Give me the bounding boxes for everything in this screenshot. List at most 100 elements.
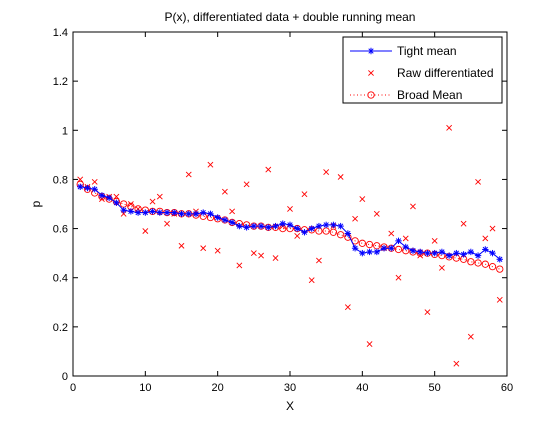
point-tight-mean xyxy=(438,248,446,256)
point-raw-differentiated xyxy=(77,176,84,183)
point-raw-differentiated xyxy=(337,174,344,180)
point-tight-mean xyxy=(91,186,98,193)
point-broad-mean xyxy=(358,239,366,247)
y-axis-label: p xyxy=(29,200,43,207)
series-tight-mean xyxy=(77,183,503,263)
chart-title: P(x), differentiated data + double runni… xyxy=(165,10,416,24)
point-tight-mean xyxy=(214,214,221,221)
point-tight-mean xyxy=(178,210,185,218)
point-broad-mean xyxy=(488,263,497,271)
point-raw-differentiated xyxy=(156,193,163,200)
x-tick-label: 50 xyxy=(429,382,441,394)
point-raw-differentiated xyxy=(359,196,366,203)
point-raw-differentiated xyxy=(352,215,359,222)
point-tight-mean xyxy=(474,252,482,259)
x-tick-label: 20 xyxy=(212,382,224,394)
point-raw-differentiated xyxy=(438,264,445,271)
point-broad-mean xyxy=(329,228,338,236)
point-tight-mean xyxy=(207,210,214,218)
point-tight-mean xyxy=(359,249,366,257)
point-broad-mean xyxy=(467,258,475,266)
point-tight-mean xyxy=(250,222,258,230)
point-raw-differentiated xyxy=(265,166,272,173)
point-broad-mean xyxy=(336,231,345,239)
point-raw-differentiated xyxy=(395,274,402,281)
point-tight-mean xyxy=(453,249,460,257)
point-tight-mean xyxy=(113,199,120,206)
point-tight-mean xyxy=(409,247,417,254)
x-tick-label: 30 xyxy=(284,382,296,394)
point-raw-differentiated xyxy=(344,304,351,311)
point-tight-mean xyxy=(395,237,402,245)
point-raw-differentiated xyxy=(323,169,330,175)
point-tight-mean xyxy=(337,222,344,230)
point-tight-mean xyxy=(228,219,236,226)
point-tight-mean xyxy=(489,249,496,257)
x-tick-label: 40 xyxy=(356,382,368,394)
point-tight-mean xyxy=(221,216,229,224)
legend-label-tight-mean: Tight mean xyxy=(397,44,457,58)
point-raw-differentiated xyxy=(221,188,228,195)
point-tight-mean xyxy=(243,224,250,231)
y-tick-label: 0.4 xyxy=(53,273,68,285)
point-tight-mean xyxy=(402,243,409,251)
y-tick-label: 1 xyxy=(62,125,68,137)
point-tight-mean xyxy=(192,210,200,218)
point-tight-mean xyxy=(77,183,84,190)
point-raw-differentiated xyxy=(402,235,409,242)
point-tight-mean xyxy=(236,222,243,230)
point-raw-differentiated xyxy=(178,242,185,249)
point-tight-mean xyxy=(171,209,178,216)
point-raw-differentiated xyxy=(410,203,416,210)
y-tick-label: 1.2 xyxy=(53,76,68,88)
point-tight-mean xyxy=(351,245,359,252)
point-raw-differentiated xyxy=(482,235,489,242)
point-broad-mean xyxy=(394,245,403,254)
point-raw-differentiated xyxy=(431,237,438,244)
legend: Tight mean Raw differentiated Broad Mean xyxy=(342,36,503,104)
point-tight-mean xyxy=(322,221,330,229)
point-broad-mean xyxy=(365,240,374,249)
point-tight-mean xyxy=(134,209,142,216)
point-tight-mean xyxy=(142,209,149,216)
point-raw-differentiated xyxy=(200,245,207,252)
x-tick-label: 10 xyxy=(139,382,151,394)
point-raw-differentiated xyxy=(207,161,214,168)
axis-ticks: 0 10 20 30 40 50 60 0 0.2 0.4 0.6 0.8 1 1.2 1.4 xyxy=(53,27,513,394)
point-tight-mean xyxy=(482,246,489,253)
point-broad-mean xyxy=(474,259,482,267)
point-tight-mean xyxy=(344,230,352,237)
point-raw-differentiated xyxy=(460,220,467,227)
point-tight-mean xyxy=(286,221,294,229)
point-raw-differentiated xyxy=(489,225,496,232)
point-tight-mean xyxy=(105,194,113,202)
y-tick-label: 0.2 xyxy=(53,322,68,334)
series-marks xyxy=(76,124,504,367)
point-tight-mean xyxy=(424,249,431,257)
point-tight-mean xyxy=(265,224,272,231)
point-tight-mean xyxy=(257,222,265,230)
point-tight-mean xyxy=(149,208,156,215)
point-tight-mean xyxy=(308,225,315,232)
point-raw-differentiated xyxy=(272,255,279,261)
point-tight-mean xyxy=(156,209,163,216)
point-tight-mean xyxy=(431,249,438,257)
point-raw-differentiated xyxy=(294,233,301,239)
point-tight-mean xyxy=(417,248,424,256)
point-raw-differentiated xyxy=(475,178,481,185)
point-tight-mean xyxy=(84,184,91,192)
point-tight-mean xyxy=(445,252,453,259)
point-tight-mean xyxy=(200,209,207,216)
y-tick-label: 1.4 xyxy=(53,27,68,39)
point-tight-mean xyxy=(330,221,337,229)
point-raw-differentiated xyxy=(366,341,373,347)
point-tight-mean xyxy=(127,208,135,215)
point-raw-differentiated xyxy=(373,210,380,217)
point-raw-differentiated xyxy=(308,277,315,284)
point-raw-differentiated xyxy=(91,178,98,185)
point-raw-differentiated xyxy=(424,309,431,316)
point-raw-differentiated xyxy=(127,201,134,207)
point-raw-differentiated xyxy=(258,252,264,259)
legend-samples xyxy=(350,47,392,99)
